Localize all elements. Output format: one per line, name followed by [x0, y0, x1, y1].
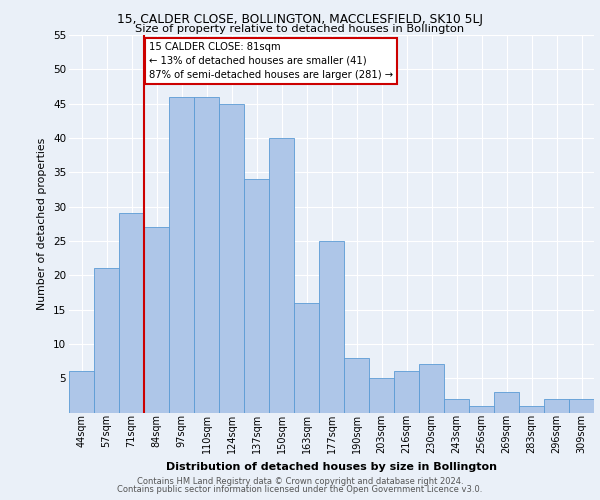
Bar	[469, 406, 494, 412]
X-axis label: Distribution of detached houses by size in Bollington: Distribution of detached houses by size …	[166, 462, 497, 471]
Text: 15, CALDER CLOSE, BOLLINGTON, MACCLESFIELD, SK10 5LJ: 15, CALDER CLOSE, BOLLINGTON, MACCLESFIE…	[117, 12, 483, 26]
Text: 15 CALDER CLOSE: 81sqm
← 13% of detached houses are smaller (41)
87% of semi-det: 15 CALDER CLOSE: 81sqm ← 13% of detached…	[149, 42, 393, 80]
Bar	[219, 104, 244, 412]
Bar	[294, 302, 319, 412]
Text: Contains public sector information licensed under the Open Government Licence v3: Contains public sector information licen…	[118, 485, 482, 494]
Bar	[569, 399, 594, 412]
Bar	[394, 372, 419, 412]
Y-axis label: Number of detached properties: Number of detached properties	[37, 138, 47, 310]
Bar	[519, 406, 544, 412]
Bar	[319, 241, 344, 412]
Bar	[119, 214, 144, 412]
Bar	[69, 372, 94, 412]
Bar	[244, 179, 269, 412]
Bar	[444, 399, 469, 412]
Bar	[544, 399, 569, 412]
Text: Size of property relative to detached houses in Bollington: Size of property relative to detached ho…	[136, 24, 464, 34]
Bar	[194, 97, 219, 412]
Bar	[94, 268, 119, 412]
Bar	[419, 364, 444, 412]
Bar	[144, 227, 169, 412]
Bar	[494, 392, 519, 412]
Bar	[169, 97, 194, 412]
Text: Contains HM Land Registry data © Crown copyright and database right 2024.: Contains HM Land Registry data © Crown c…	[137, 477, 463, 486]
Bar	[344, 358, 369, 412]
Bar	[269, 138, 294, 412]
Bar	[369, 378, 394, 412]
